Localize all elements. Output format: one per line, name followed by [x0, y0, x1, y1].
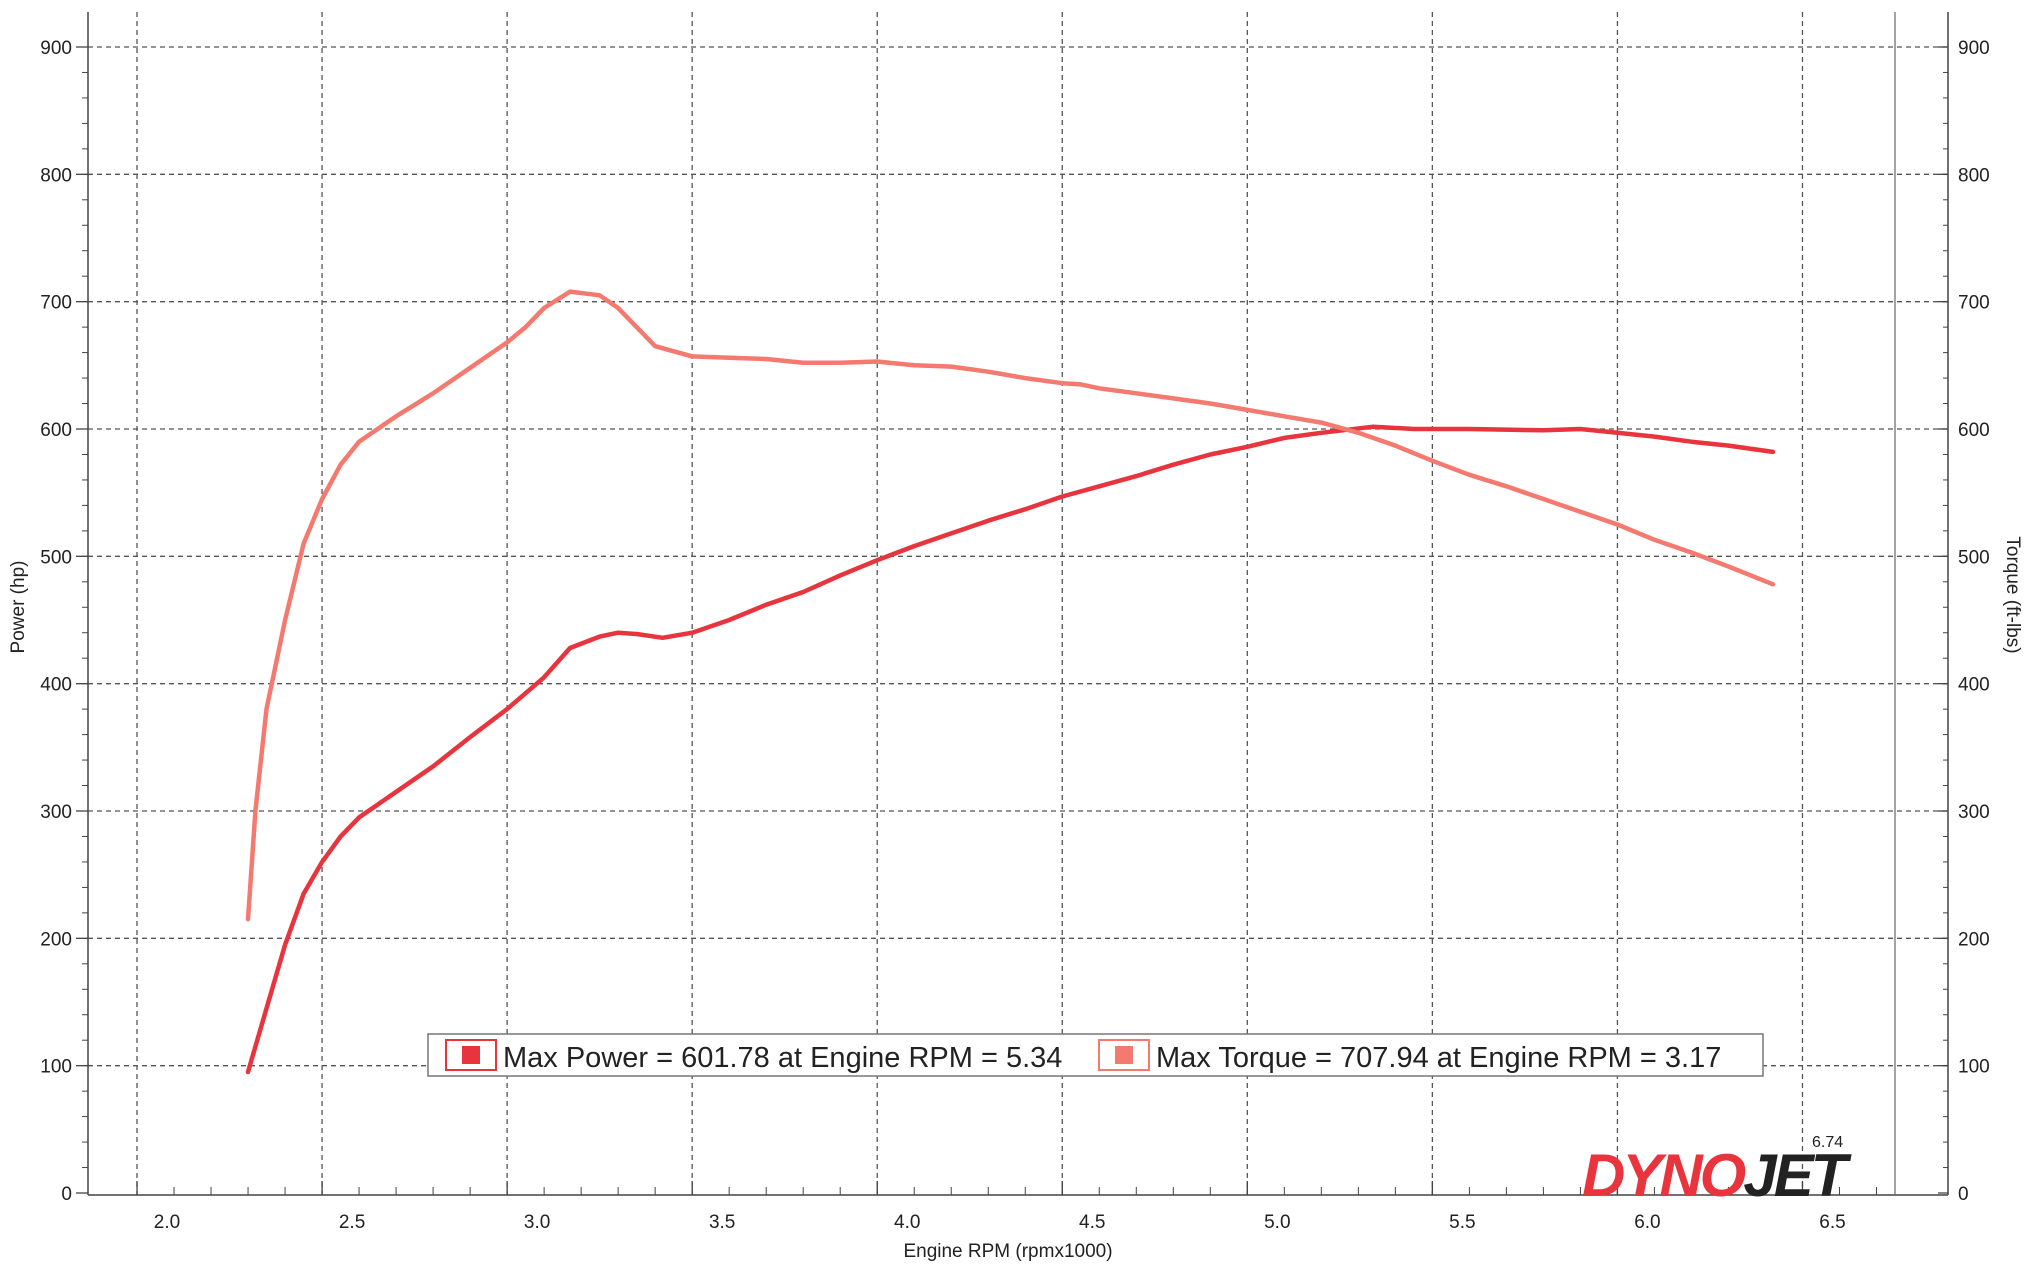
- y-right-tick-label: 200: [1958, 929, 1990, 950]
- x-tick-label: 5.5: [1449, 1212, 1475, 1233]
- y-left-axis-title: Power (hp): [8, 561, 29, 654]
- y-left-tick-label: 900: [40, 38, 72, 59]
- y-right-tick-label: 600: [1958, 420, 1990, 441]
- x-tick-label: 6.5: [1819, 1212, 1845, 1233]
- y-left-tick-label: 500: [40, 547, 72, 568]
- x-axis-title: Engine RPM (rpmx1000): [903, 1241, 1112, 1262]
- legend-torque-swatch: [1115, 1046, 1133, 1064]
- dynojet-logo: 6.74 DYNOJET: [1582, 1134, 1855, 1209]
- legend-power-swatch: [462, 1046, 480, 1064]
- y-right-tick-label: 0: [1958, 1184, 1969, 1205]
- grid: [88, 12, 1948, 1195]
- x-tick-label: 5.0: [1264, 1212, 1290, 1233]
- x-tick-label: 3.5: [709, 1212, 735, 1233]
- y-right-axis-title: Torque (ft-lbs): [2002, 536, 2023, 653]
- series-lines: [245, 289, 1776, 1075]
- x-tick-label: 4.5: [1079, 1212, 1105, 1233]
- x-tick-label: 6.0: [1634, 1212, 1660, 1233]
- x-tick-label: 3.0: [524, 1212, 550, 1233]
- ticks: 0 100 200 300 400 500 600 700 800 900 0 100 200 300 40…: [40, 38, 1989, 1233]
- legend-torque-label: Max Torque = 707.94 at Engine RPM = 3.17: [1156, 1042, 1721, 1074]
- torque-curve: [245, 289, 1776, 922]
- x-tick-label: 2.0: [154, 1212, 180, 1233]
- y-right-tick-label: 800: [1958, 165, 1990, 186]
- legend-box: [427, 1033, 1764, 1077]
- logo-jet-part: JET: [1743, 1142, 1851, 1209]
- y-left-tick-label: 300: [40, 802, 72, 823]
- y-left-tick-label: 700: [40, 293, 72, 314]
- y-left-tick-label: 600: [40, 420, 72, 441]
- x-tick-label: 2.5: [339, 1212, 365, 1233]
- y-left-tick-label: 200: [40, 929, 72, 950]
- y-right-tick-label: 300: [1958, 802, 1990, 823]
- version-number: 6.74: [1812, 1134, 1843, 1151]
- y-left-tick-label: 100: [40, 1057, 72, 1078]
- y-left-tick-label: 400: [40, 675, 72, 696]
- y-right-tick-label: 700: [1958, 293, 1990, 314]
- logo-dyno-part: DYNO: [1582, 1142, 1746, 1209]
- power-curve: [245, 424, 1776, 1075]
- y-right-tick-label: 400: [1958, 675, 1990, 696]
- y-left-tick-label: 0: [61, 1184, 72, 1205]
- x-tick-label: 4.0: [894, 1212, 920, 1233]
- legend-power-label: Max Power = 601.78 at Engine RPM = 5.34: [503, 1042, 1062, 1074]
- y-right-tick-label: 100: [1958, 1057, 1990, 1078]
- y-right-tick-label: 900: [1958, 38, 1990, 59]
- y-left-tick-label: 800: [40, 165, 72, 186]
- dynojet-logo-text: DYNOJET: [1582, 1142, 1852, 1209]
- y-right-tick-label: 500: [1958, 547, 1990, 568]
- plot-frame: [87, 12, 1949, 1196]
- legend: Max Power = 601.78 at Engine RPM = 5.34 …: [427, 1033, 1764, 1077]
